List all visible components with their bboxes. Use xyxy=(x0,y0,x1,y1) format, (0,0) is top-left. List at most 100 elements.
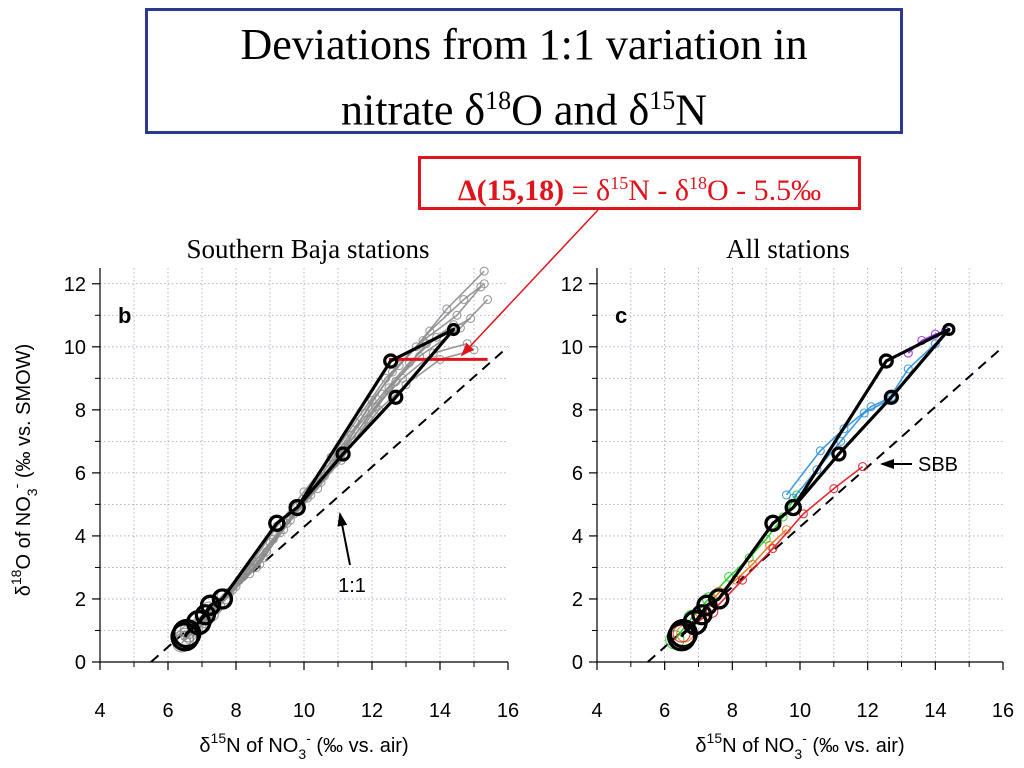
annotations: 1:1 SBB xyxy=(337,209,958,597)
title-line-1: Deviations from 1:1 variation in xyxy=(240,20,808,69)
x-tick-label: 16 xyxy=(497,700,519,722)
data-point xyxy=(886,392,896,402)
sbb-label: SBB xyxy=(918,454,958,476)
mean-profile-point xyxy=(447,322,461,337)
y-tick-label: 2 xyxy=(572,589,583,611)
mean-profile-point xyxy=(696,594,718,616)
mean-profile-point xyxy=(335,446,351,462)
data-point xyxy=(483,294,493,305)
mean-profile-point xyxy=(784,498,802,517)
title-line-2: nitrate δ18O and δ15N xyxy=(341,85,707,135)
x-tick-label: 4 xyxy=(94,700,105,722)
data-point xyxy=(459,294,469,305)
data-point xyxy=(255,559,265,569)
data-point xyxy=(428,348,438,358)
x-tick-label: 6 xyxy=(162,700,173,722)
data-point xyxy=(737,575,748,585)
data-point xyxy=(425,326,435,336)
x-tick-label: 16 xyxy=(992,700,1014,722)
data-point xyxy=(479,266,489,276)
data-point xyxy=(859,408,869,418)
mean-profile-point xyxy=(268,514,286,532)
mean-profile-point xyxy=(288,498,306,517)
panel-title: All stations xyxy=(726,234,850,264)
panel-c-chart: 4 6 8 10 12 14 16 0 2 4 6 8 10 12 All stations c δ15N of… xyxy=(561,234,1014,762)
x-tick-label: 12 xyxy=(361,700,383,722)
data-point xyxy=(764,540,775,550)
mean-profile-point xyxy=(172,619,202,649)
x-axis-label: δ15N of NO3- (‰ vs. air) xyxy=(695,730,904,762)
x-tick-label: 6 xyxy=(659,700,670,722)
y-tick-label: 0 xyxy=(572,652,583,674)
data-point xyxy=(768,543,778,554)
y-tick-label: 10 xyxy=(561,337,583,359)
data-point xyxy=(401,380,411,390)
mean-profile-point xyxy=(764,514,782,532)
y-tick-label: 0 xyxy=(75,652,86,674)
x-tick-label: 12 xyxy=(857,700,879,722)
formula-box: Δ(15,18) = δ15N - δ18O - 5.5‰ xyxy=(418,156,861,210)
data-point xyxy=(829,484,839,494)
mean-profile-point xyxy=(708,588,730,610)
one-to-one-label: 1:1 xyxy=(338,575,366,597)
title-box: Deviations from 1:1 variation in nitrate… xyxy=(145,8,903,135)
formula-lhs: Δ(15,18) xyxy=(457,174,565,207)
y-tick-label: 6 xyxy=(572,463,583,485)
mean-profile-line xyxy=(680,327,951,638)
y-tick-label: 2 xyxy=(75,589,86,611)
mean-profile-point xyxy=(668,619,698,649)
x-tick-label: 8 xyxy=(727,700,738,722)
panel-letter: c xyxy=(615,303,627,328)
x-tick-label: 8 xyxy=(230,700,241,722)
mean-profile-point xyxy=(388,389,404,405)
mean-profile-point xyxy=(211,588,233,610)
data-point xyxy=(798,509,808,519)
series-line xyxy=(194,349,475,628)
data-point xyxy=(812,465,822,475)
data-point xyxy=(347,430,357,440)
data-point xyxy=(466,313,476,323)
data-point xyxy=(903,364,913,374)
data-point xyxy=(367,395,377,405)
data-point xyxy=(452,310,462,320)
y-tick-label: 8 xyxy=(572,400,583,422)
mean-profile-point xyxy=(199,594,222,616)
series-line xyxy=(184,270,485,638)
y-tick-label: 4 xyxy=(75,526,86,548)
x-tick-label: 14 xyxy=(924,700,946,722)
mean-profile-point xyxy=(831,446,847,462)
y-axis-label: δ18O of NO3- (‰ vs. SMOW) xyxy=(8,344,40,597)
y-tick-label: 12 xyxy=(561,274,583,296)
data-point xyxy=(479,279,489,289)
one-to-one-arrow xyxy=(337,512,351,566)
panel-letter: b xyxy=(118,303,131,328)
series-line xyxy=(785,396,892,496)
y-tick-label: 6 xyxy=(75,463,86,485)
x-tick-label: 14 xyxy=(429,700,451,722)
data-point xyxy=(858,462,868,472)
data-point xyxy=(866,402,876,412)
data-point xyxy=(781,490,792,500)
mean-profile-point xyxy=(883,389,899,405)
data-point xyxy=(391,376,401,387)
panel-title: Southern Baja stations xyxy=(187,234,430,264)
x-tick-label: 10 xyxy=(293,700,315,722)
x-axis-label: δ15N of NO3- (‰ vs. air) xyxy=(199,730,408,762)
series-line xyxy=(191,342,468,638)
y-tick-label: 8 xyxy=(75,400,86,422)
x-tick-label: 10 xyxy=(789,700,811,722)
mean-profile-point xyxy=(878,353,894,369)
data-point xyxy=(815,446,825,456)
one-to-one-line xyxy=(647,346,1004,663)
data-point xyxy=(442,304,452,314)
one-to-one-line xyxy=(150,346,509,663)
mean-profile-point xyxy=(942,322,956,337)
panel-b-chart: 4 6 8 10 12 14 16 0 2 4 6 8 10 12 Southern Baja statio… xyxy=(8,234,519,762)
y-tick-label: 12 xyxy=(64,274,86,296)
x-tick-label: 4 xyxy=(591,700,602,722)
y-tick-label: 4 xyxy=(572,526,583,548)
delta-arrow xyxy=(460,209,599,357)
mean-profile-point xyxy=(383,353,399,369)
mean-profile-line xyxy=(183,327,456,638)
